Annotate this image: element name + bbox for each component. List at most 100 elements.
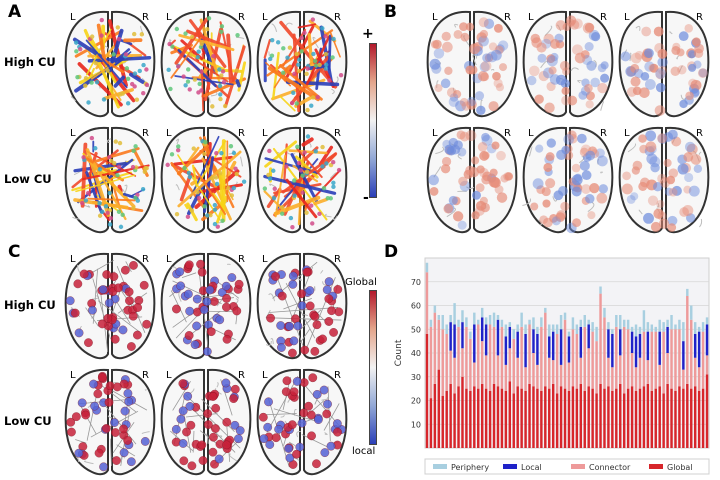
node — [684, 24, 693, 33]
bar-global — [500, 388, 504, 448]
node — [556, 210, 567, 220]
node — [572, 218, 581, 228]
node — [293, 321, 303, 331]
node — [65, 296, 75, 306]
node — [553, 190, 564, 201]
node — [541, 187, 551, 197]
node — [643, 212, 654, 224]
sulcus — [466, 186, 475, 190]
sulcus — [528, 146, 533, 157]
node — [186, 67, 191, 72]
node — [181, 74, 186, 79]
node — [268, 56, 273, 62]
node — [211, 424, 220, 433]
bar-connector — [603, 317, 606, 389]
node — [221, 378, 231, 388]
node — [226, 185, 231, 191]
node — [167, 41, 172, 47]
bar-global — [477, 388, 480, 448]
connection-edge — [199, 18, 218, 73]
bar-global — [555, 393, 559, 448]
row-label-c-high: High CU — [4, 298, 56, 312]
legend-swatch-global — [649, 464, 663, 469]
node — [631, 166, 641, 175]
node — [486, 51, 498, 63]
bar-global — [682, 388, 685, 448]
node — [203, 139, 208, 145]
bar-connector — [492, 326, 496, 384]
node — [327, 78, 332, 83]
node — [197, 267, 207, 277]
node — [537, 53, 547, 63]
node — [270, 37, 275, 43]
node — [282, 376, 292, 386]
node — [630, 63, 640, 73]
node — [329, 328, 338, 337]
node — [202, 204, 207, 209]
node — [111, 52, 116, 57]
node — [105, 210, 110, 216]
hemisphere-left-label: L — [70, 12, 76, 23]
node — [289, 100, 295, 106]
node — [685, 213, 696, 223]
node — [288, 348, 297, 358]
node — [280, 211, 285, 216]
node — [453, 140, 463, 150]
bar-periphery — [473, 312, 476, 325]
node — [178, 439, 188, 448]
node — [655, 82, 666, 93]
node — [475, 183, 485, 193]
node — [600, 61, 609, 70]
node — [687, 50, 697, 59]
sulcus — [228, 453, 238, 462]
node — [89, 379, 98, 389]
bar-local — [619, 329, 622, 356]
node — [110, 418, 119, 427]
node — [670, 66, 680, 76]
bar-periphery — [433, 305, 437, 313]
node — [584, 22, 595, 33]
node — [530, 202, 539, 211]
node — [498, 63, 508, 72]
bar-connector — [512, 338, 515, 394]
node — [659, 177, 671, 188]
bar-periphery — [488, 315, 492, 325]
node — [169, 152, 175, 157]
node — [323, 52, 329, 57]
node — [698, 68, 708, 78]
hemisphere-right-label: R — [238, 254, 245, 265]
node — [663, 158, 672, 168]
node — [141, 91, 146, 96]
bar-connector — [705, 355, 709, 375]
node — [302, 30, 307, 35]
node — [182, 427, 191, 437]
sulcus — [540, 60, 549, 69]
node — [323, 66, 329, 71]
node — [300, 190, 305, 195]
bar-global — [666, 383, 669, 448]
node — [205, 213, 210, 218]
node — [634, 50, 644, 60]
bar-global — [504, 391, 508, 448]
node — [479, 151, 490, 161]
bar-local — [508, 326, 512, 349]
bar-global — [563, 388, 567, 448]
bar-connector — [642, 331, 646, 387]
node — [655, 70, 665, 80]
sulcus — [271, 23, 278, 33]
connection-edge — [181, 272, 197, 279]
left-hemisphere — [618, 10, 663, 118]
bar-connector — [599, 293, 602, 384]
bar-periphery — [686, 288, 689, 296]
node — [476, 105, 486, 115]
connection-edge — [177, 49, 217, 88]
bar-periphery — [532, 317, 535, 330]
connection-edge — [283, 160, 310, 216]
node — [481, 174, 492, 185]
node — [331, 36, 336, 42]
node — [459, 22, 468, 32]
node — [429, 58, 441, 70]
bar-connector — [425, 272, 429, 334]
